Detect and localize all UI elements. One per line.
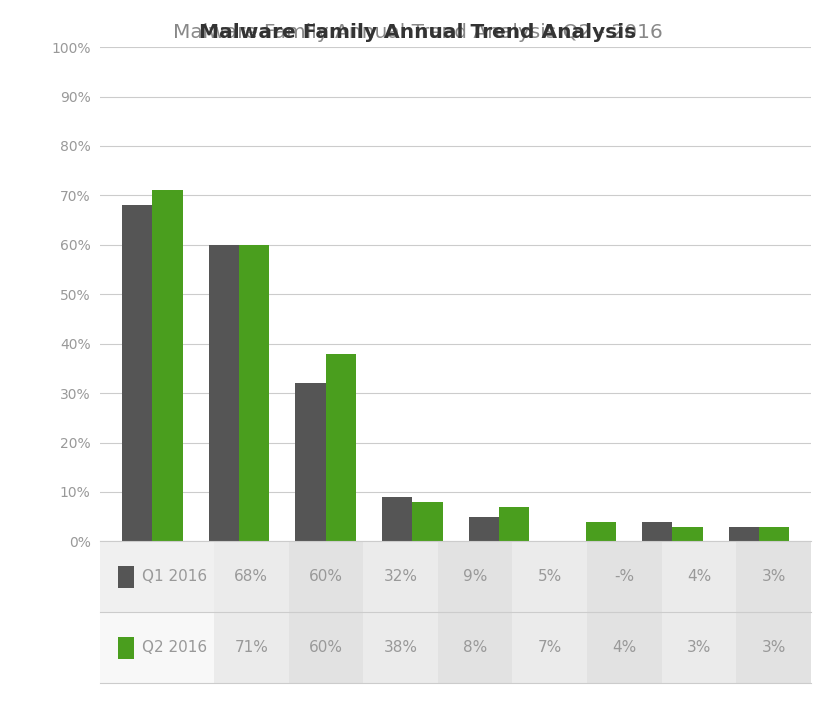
Bar — [326, 354, 356, 542]
Bar — [118, 637, 134, 659]
Bar — [729, 526, 759, 542]
Text: Malware Family Annual Trend Analysis Q2 - 2016: Malware Family Annual Trend Analysis Q2 … — [173, 23, 663, 42]
Text: -%: -% — [614, 569, 635, 584]
Text: 71%: 71% — [234, 640, 268, 655]
Bar — [412, 502, 442, 542]
Bar — [737, 542, 811, 613]
Bar — [737, 613, 811, 684]
Bar — [512, 542, 587, 613]
Text: Q2 2016: Q2 2016 — [141, 640, 206, 655]
Bar — [118, 566, 134, 588]
Bar — [759, 526, 789, 542]
Bar — [363, 613, 438, 684]
Text: 60%: 60% — [309, 569, 343, 584]
Bar — [209, 245, 239, 542]
Text: 4%: 4% — [687, 569, 711, 584]
Bar — [288, 542, 363, 613]
Bar — [499, 507, 529, 542]
Bar — [295, 384, 326, 542]
Text: 3%: 3% — [687, 640, 711, 655]
Text: 3%: 3% — [762, 569, 786, 584]
Bar — [100, 613, 811, 684]
Bar — [239, 245, 269, 542]
Bar — [100, 542, 811, 613]
Bar — [122, 205, 152, 542]
Bar — [363, 542, 438, 613]
Bar — [587, 613, 661, 684]
Text: 4%: 4% — [612, 640, 636, 655]
Bar — [214, 613, 288, 684]
Text: 5%: 5% — [538, 569, 562, 584]
Text: 3%: 3% — [762, 640, 786, 655]
Bar — [288, 613, 363, 684]
Bar — [152, 191, 182, 542]
Text: 60%: 60% — [309, 640, 343, 655]
Bar — [642, 521, 672, 542]
Text: 32%: 32% — [384, 569, 417, 584]
Text: 8%: 8% — [463, 640, 487, 655]
Bar — [587, 542, 661, 613]
Bar — [661, 613, 737, 684]
Text: 7%: 7% — [538, 640, 562, 655]
Text: 38%: 38% — [384, 640, 417, 655]
Bar — [214, 542, 288, 613]
Bar — [382, 497, 412, 542]
Bar — [672, 526, 702, 542]
Bar — [438, 542, 512, 613]
Text: 9%: 9% — [463, 569, 487, 584]
Bar — [469, 517, 499, 542]
Text: 68%: 68% — [234, 569, 268, 584]
Bar — [512, 613, 587, 684]
Bar — [585, 521, 616, 542]
Text: Q1 2016: Q1 2016 — [141, 569, 206, 584]
Bar — [438, 613, 512, 684]
Text: Malware Family Annual Trend Analysis: Malware Family Annual Trend Analysis — [199, 23, 637, 42]
Bar — [661, 542, 737, 613]
